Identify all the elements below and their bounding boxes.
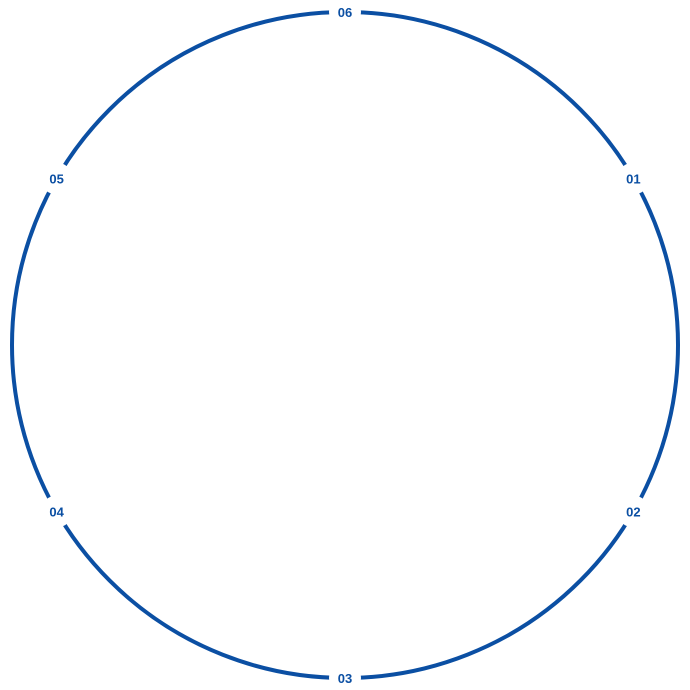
ring-label-05: 05 [49,172,63,187]
ring-circle [10,10,680,680]
label-gap [617,162,650,195]
label-gap [40,162,73,195]
ring-label-01: 01 [626,172,640,187]
ring-label-02: 02 [626,505,640,520]
ring-label-06: 06 [338,5,352,20]
ring-label-03: 03 [338,671,352,686]
label-gap [329,0,361,28]
label-gap [40,495,73,528]
ring-label-04: 04 [49,505,64,520]
label-gap [617,495,650,528]
label-gap [329,662,361,690]
